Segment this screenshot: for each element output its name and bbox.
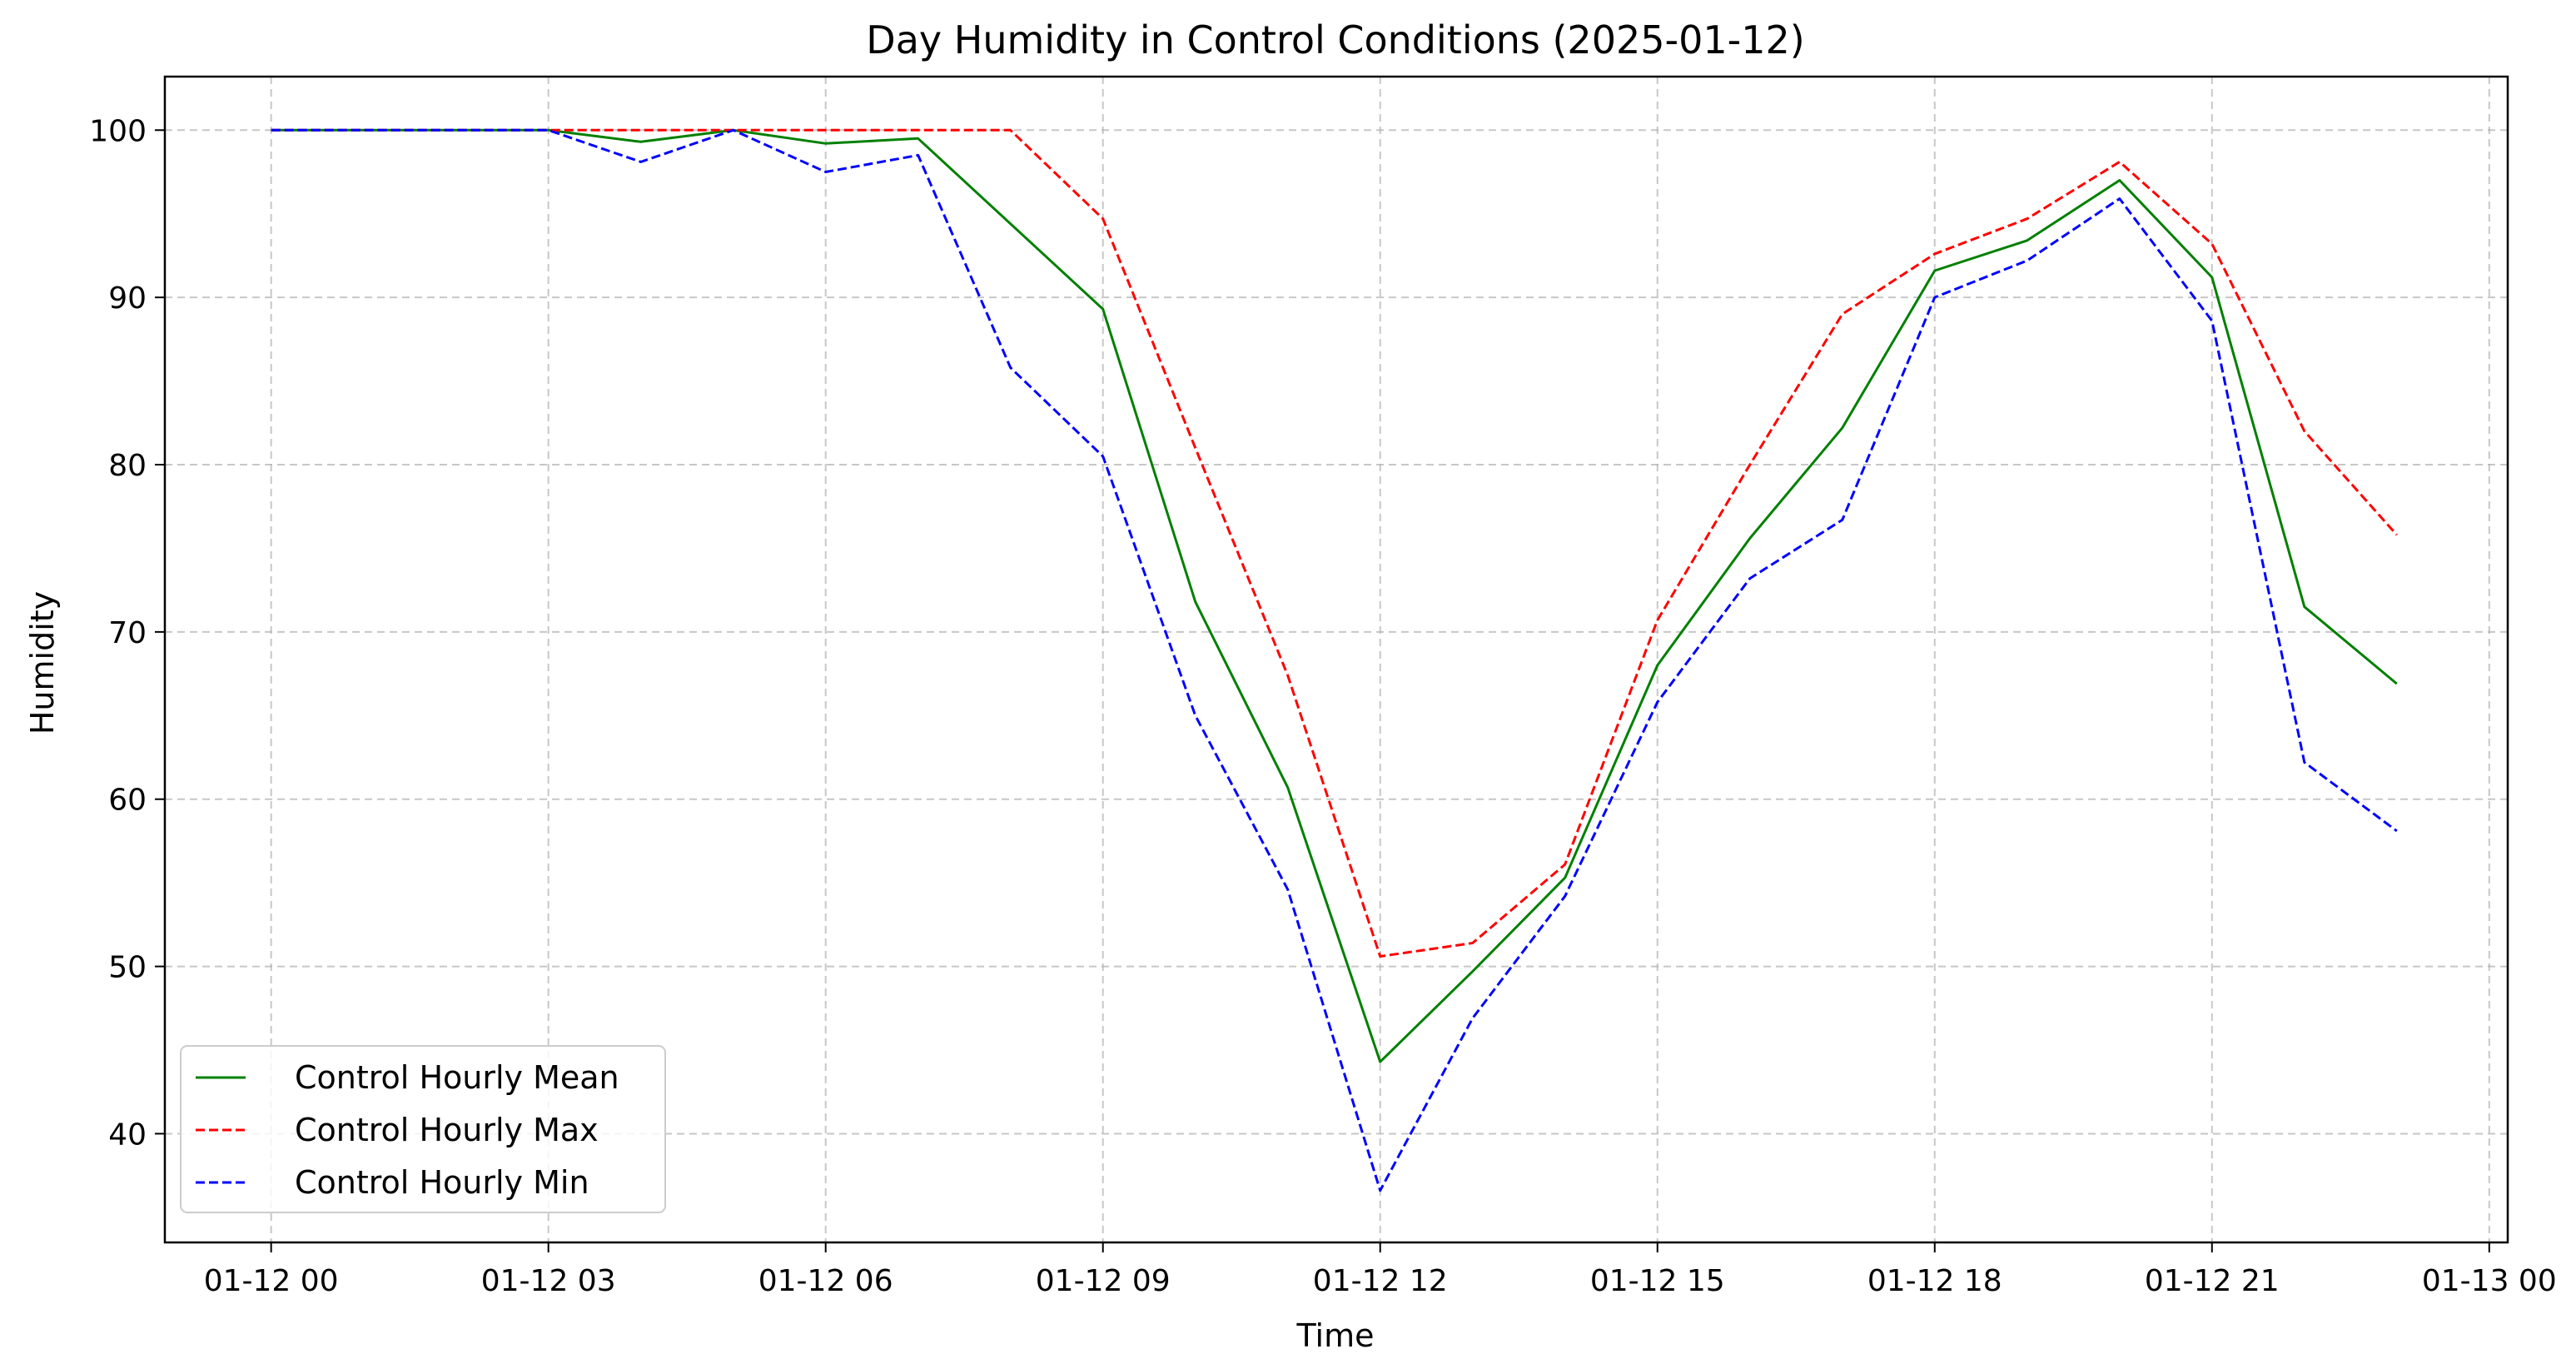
- legend-label: Control Hourly Min: [295, 1164, 589, 1201]
- y-tick-label: 70: [108, 616, 147, 650]
- series-line-2: [271, 128, 2398, 958]
- y-axis-ticks: 40 50 60 70 80 90 100: [89, 114, 165, 1152]
- series-layer: [271, 128, 2398, 1192]
- y-tick-label: 40: [108, 1118, 147, 1152]
- series-line-3: [271, 128, 2398, 1192]
- y-tick-label: 80: [108, 449, 147, 483]
- x-tick-label: 01-12 09: [1036, 1264, 1171, 1298]
- legend: Control Hourly Mean Control Hourly Max Con…: [180, 1045, 666, 1213]
- legend-label: Control Hourly Mean: [295, 1059, 619, 1096]
- legend-box: [180, 1045, 666, 1213]
- y-tick-label: 50: [108, 951, 147, 985]
- x-tick-label: 01-12 15: [1590, 1264, 1725, 1298]
- x-tick-label: 01-12 00: [204, 1264, 339, 1298]
- y-tick-label: 60: [108, 784, 147, 818]
- x-tick-label: 01-12 21: [2145, 1264, 2280, 1298]
- x-tick-label: 01-13 00: [2422, 1264, 2557, 1298]
- series-line-1: [271, 128, 2398, 1063]
- y-tick-label: 100: [89, 114, 147, 148]
- legend-label: Control Hourly Max: [295, 1112, 599, 1148]
- x-axis-label: Time: [1296, 1317, 1375, 1354]
- x-tick-label: 01-12 03: [481, 1264, 616, 1298]
- y-axis-label: Humidity: [24, 591, 61, 734]
- x-tick-label: 01-12 18: [1867, 1264, 2002, 1298]
- y-tick-label: 90: [108, 281, 147, 316]
- x-axis-ticks: 01-12 00 01-12 03 01-12 06 01-12 09 01-12 12…: [204, 1242, 2557, 1298]
- plot-area-frame: [163, 75, 2509, 1244]
- chart-title: Day Humidity in Control Conditions (2025…: [866, 17, 1804, 62]
- x-tick-label: 01-12 12: [1313, 1264, 1448, 1298]
- x-tick-label: 01-12 06: [758, 1264, 893, 1298]
